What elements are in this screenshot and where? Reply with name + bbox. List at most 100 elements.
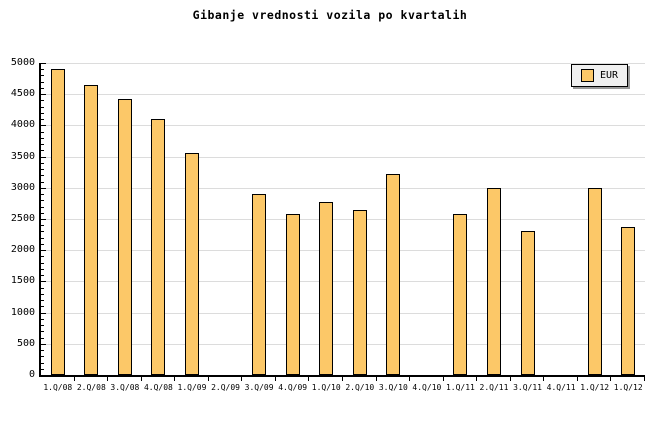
x-axis-label: 1.Q/10 [311,383,341,392]
y-tick [41,169,44,171]
plot-area: 1.Q/08 2.Q/08 3.Q/08 4.Q/08 1.Q/09 2.Q/09 3.Q/… [39,63,645,392]
gridline [41,156,645,158]
y-tick [41,63,46,64]
y-tick [41,200,44,202]
x-tick [342,377,343,381]
y-tick [41,250,46,252]
y-tick [41,362,44,364]
bar [252,194,267,375]
y-tick [41,306,44,308]
y-tick [41,206,44,208]
bar [352,209,367,375]
y-tick [41,137,44,139]
x-tick [107,377,109,381]
y-axis-label: 4500 [10,88,35,100]
y-tick [41,281,46,283]
y-tick [41,131,44,133]
bar [185,153,199,375]
bar [319,201,334,375]
x-tick [409,377,411,381]
gridline [41,343,645,345]
bar [386,173,401,375]
x-tick [73,377,75,381]
x-axis-label: 1.Q/12 [613,383,643,392]
y-tick [41,231,44,233]
y-tick [41,69,44,71]
y-axis-label: 2000 [10,244,35,256]
y-tick [41,256,44,258]
y-tick [41,350,44,352]
x-tick [543,377,545,381]
bar [621,226,636,375]
y-axis-label: 5000 [10,57,35,68]
y-tick [41,75,44,77]
y-tick [41,318,44,320]
y-tick [41,262,44,264]
bar [453,214,468,375]
legend: EUR [571,64,628,87]
x-axis-label: 1.Q/11 [445,383,475,392]
x-tick [375,377,377,381]
chart-title: Gibanje vrednosti vozila po kvartalih [192,8,468,22]
y-tick [41,119,44,121]
bar [487,187,501,375]
y-tick [41,100,44,102]
gridline [41,187,645,189]
x-axis-label: 4.Q/11 [546,383,576,392]
bar [587,187,602,375]
y-tick [41,150,44,152]
x-tick [274,377,276,381]
y-tick [41,237,44,239]
y-tick [41,187,46,189]
bar [285,214,300,375]
y-tick [41,87,44,89]
x-tick [509,377,511,381]
x-tick [644,377,645,381]
x-axis-label: 3.Q/09 [244,383,274,392]
y-tick [41,268,44,270]
y-axis-label: 3000 [10,181,35,193]
x-axis-label: 4.Q/08 [143,383,173,392]
y-tick [41,156,46,158]
y-tick [41,300,44,302]
y-axis-label: 1000 [10,306,35,318]
y-tick [41,212,44,214]
x-axis-label: 2.Q/08 [76,383,106,392]
x-tick [442,377,444,381]
x-axis-label: 4.Q/10 [412,383,442,392]
y-tick [41,312,46,314]
x-axis-label: 2.Q/11 [479,383,509,392]
x-tick [610,377,612,381]
x-axis-label: 3.Q/10 [378,383,408,392]
y-axis-label: 2500 [10,213,35,224]
y-tick [41,275,44,277]
y-tick [41,287,44,289]
y-tick [41,125,46,127]
y-axis-labels: 0 500 1000 1500 2000 2500 3000 3500 4000 4500 5000 [0,58,35,380]
y-tick [41,162,44,164]
x-tick [476,377,478,381]
y-tick [41,368,44,370]
y-tick [41,243,44,245]
bar [151,119,166,375]
x-tick [241,377,243,381]
legend-swatch-eur [580,69,594,82]
x-axis-label: 2.Q/09 [211,383,240,392]
gridline [41,312,645,314]
x-tick [140,377,142,381]
y-tick [41,112,44,114]
y-tick [41,144,44,146]
y-tick [41,225,44,227]
gridline [41,63,645,64]
x-tick [207,377,209,381]
legend-label: EUR [599,69,619,81]
y-axis-label: 4000 [10,119,35,131]
x-axis-label: 3.Q/11 [513,383,542,392]
y-tick [41,194,44,196]
y-axis-label: 1500 [10,275,35,287]
x-axis-label: 2.Q/10 [345,383,375,392]
y-tick [41,337,44,339]
x-tick [308,377,310,381]
y-tick [41,219,46,220]
gridline [41,94,645,96]
